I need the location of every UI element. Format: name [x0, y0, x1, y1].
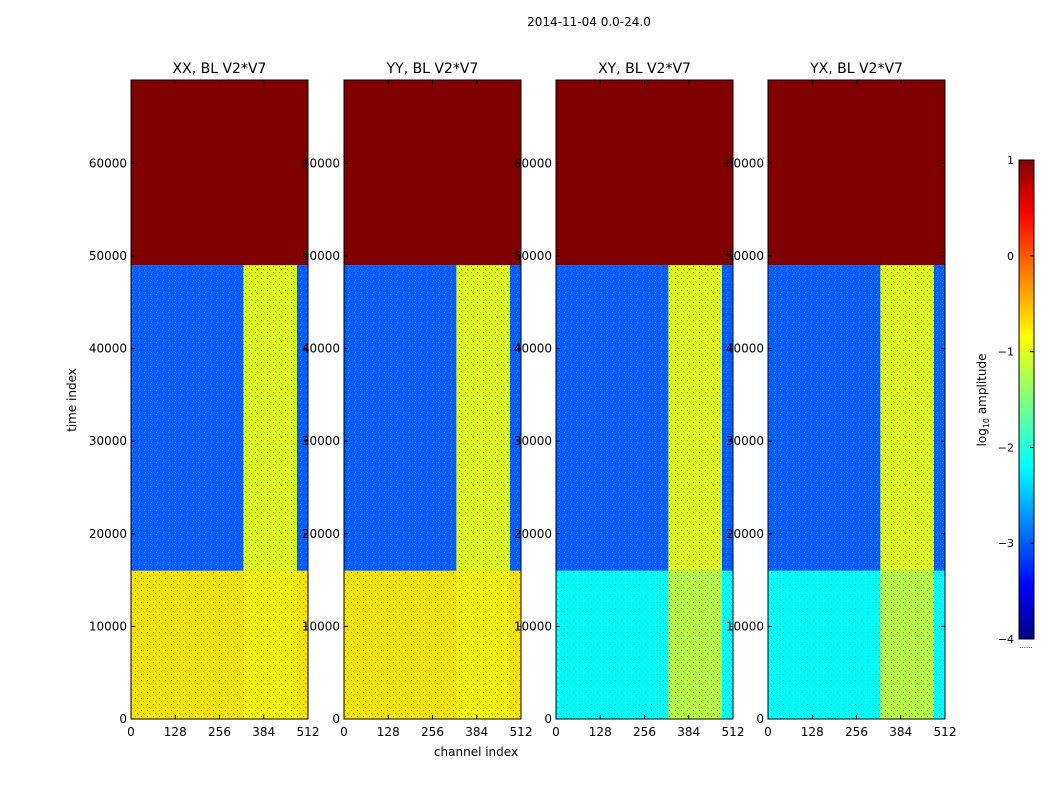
colorbar-tick-label: 0 — [1007, 250, 1014, 263]
x-tick-label: 0 — [764, 725, 772, 739]
colorbar: 1 0 −1 −2 −3 −4 ...... log10 amplitude — [975, 154, 1035, 650]
heatmap-noise — [243, 265, 297, 571]
y-tick-label: 40000 — [302, 342, 340, 356]
colorbar-tick-label: −2 — [998, 441, 1014, 454]
heatmap-noise — [456, 570, 510, 719]
x-tick-label: 128 — [801, 725, 824, 739]
y-axis-label: time index — [65, 368, 79, 432]
colorbar-tick-label: −3 — [998, 537, 1014, 550]
heatmap-panel-4: YX, BL V2*V7 0 128 256 384 512 0 10000 20000 3000… — [726, 61, 957, 739]
heatmap-noise — [668, 265, 722, 571]
panel-title: XX, BL V2*V7 — [173, 61, 267, 77]
colorbar-extra-mark: ...... — [1019, 642, 1032, 650]
colorbar-gradient — [1018, 159, 1035, 640]
y-tick-label: 20000 — [726, 527, 764, 541]
y-tick-label: 10000 — [89, 619, 127, 633]
heatmap-cell — [344, 80, 521, 266]
y-tick-label: 40000 — [514, 342, 552, 356]
x-tick-label: 128 — [589, 725, 612, 739]
heatmap-cell — [131, 80, 308, 266]
y-tick-label: 30000 — [514, 434, 552, 448]
heatmap-cell — [556, 80, 733, 266]
y-tick-label: 60000 — [89, 156, 127, 170]
y-tick-label: 0 — [544, 712, 552, 726]
y-tick-label: 50000 — [514, 249, 552, 263]
heatmap-panel-1: XX, BL V2*V7 0 128 256 384 512 0 10000 20000 3000… — [89, 61, 320, 739]
y-tick-label: 0 — [119, 712, 127, 726]
y-tick-label: 30000 — [302, 434, 340, 448]
heatmap-noise — [243, 570, 297, 719]
x-tick-label: 128 — [164, 725, 187, 739]
x-tick-label: 384 — [252, 725, 275, 739]
y-tick-label: 10000 — [514, 619, 552, 633]
colorbar-tick-label: −1 — [998, 346, 1014, 359]
y-tick-label: 50000 — [726, 249, 764, 263]
colorbar-ticks: 1 0 −1 −2 −3 −4 — [998, 154, 1034, 646]
heatmap-cells — [556, 80, 733, 719]
x-tick-label: 256 — [633, 725, 656, 739]
figure-suptitle: 2014-11-04 0.0-24.0 — [527, 15, 651, 29]
x-tick-label: 256 — [208, 725, 231, 739]
y-tick-label: 60000 — [514, 156, 552, 170]
heatmap-cells — [131, 80, 308, 719]
heatmap-noise — [456, 265, 510, 571]
heatmap-noise — [668, 570, 722, 719]
y-tick-label: 40000 — [89, 342, 127, 356]
y-tick-label: 30000 — [89, 434, 127, 448]
x-tick-label: 0 — [552, 725, 560, 739]
y-tick-label: 10000 — [302, 619, 340, 633]
x-tick-label: 512 — [934, 725, 957, 739]
x-tick-label: 384 — [889, 725, 912, 739]
panel-title: YY, BL V2*V7 — [386, 61, 479, 77]
heatmap-cells — [344, 80, 521, 719]
y-tick-label: 20000 — [89, 527, 127, 541]
heatmap-panel-2: YY, BL V2*V7 0 128 256 384 512 0 10000 20000 3000… — [302, 61, 533, 739]
heatmap-noise — [880, 570, 934, 719]
y-tick-label: 20000 — [302, 527, 340, 541]
heatmap-panels: XX, BL V2*V7 0 128 256 384 512 0 10000 20000 3000… — [89, 61, 957, 739]
x-tick-label: 256 — [421, 725, 444, 739]
heatmap-noise — [880, 265, 934, 571]
y-tick-label: 60000 — [726, 156, 764, 170]
y-tick-label: 50000 — [89, 249, 127, 263]
x-tick-label: 512 — [722, 725, 745, 739]
x-tick-label: 512 — [297, 725, 320, 739]
heatmap-cells — [768, 80, 945, 719]
y-tick-label: 0 — [332, 712, 340, 726]
colorbar-tick-label: 1 — [1007, 154, 1014, 167]
heatmap-panel-3: XY, BL V2*V7 0 128 256 384 512 0 10000 20000 3000… — [514, 61, 745, 739]
colorbar-tick-label: −4 — [998, 633, 1014, 646]
x-tick-label: 384 — [677, 725, 700, 739]
y-tick-label: 60000 — [302, 156, 340, 170]
y-tick-label: 10000 — [726, 619, 764, 633]
x-tick-label: 0 — [340, 725, 348, 739]
x-axis-label: channel index — [434, 745, 518, 759]
x-tick-label: 384 — [465, 725, 488, 739]
panel-title: XY, BL V2*V7 — [598, 61, 691, 77]
x-tick-label: 512 — [510, 725, 533, 739]
heatmap-cell — [768, 80, 945, 266]
colorbar-label: log10 amplitude — [975, 354, 991, 447]
panel-title: YX, BL V2*V7 — [809, 61, 903, 77]
y-tick-label: 50000 — [302, 249, 340, 263]
x-tick-label: 128 — [377, 725, 400, 739]
y-tick-label: 0 — [756, 712, 764, 726]
x-tick-label: 256 — [845, 725, 868, 739]
y-tick-label: 30000 — [726, 434, 764, 448]
y-tick-label: 20000 — [514, 527, 552, 541]
x-tick-label: 0 — [127, 725, 135, 739]
y-tick-label: 40000 — [726, 342, 764, 356]
